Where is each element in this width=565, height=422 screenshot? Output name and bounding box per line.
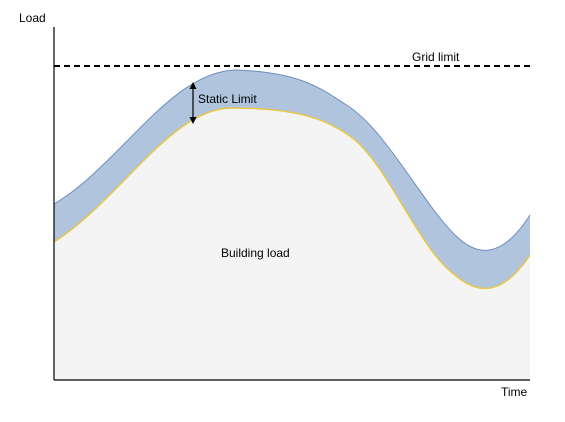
building-load-curve	[53, 107, 531, 290]
y-axis-label: Load	[19, 11, 46, 25]
building-load-label: Building load	[221, 246, 290, 260]
static-limit-label: Static Limit	[198, 92, 257, 106]
building-load-area	[54, 108, 530, 380]
x-axis-label: Time	[501, 385, 528, 399]
static-limit-arrow	[189, 82, 197, 124]
static-limit-upper-edge	[53, 69, 531, 251]
static-limit-band	[54, 70, 530, 289]
grid-limit-label: Grid limit	[412, 50, 460, 64]
